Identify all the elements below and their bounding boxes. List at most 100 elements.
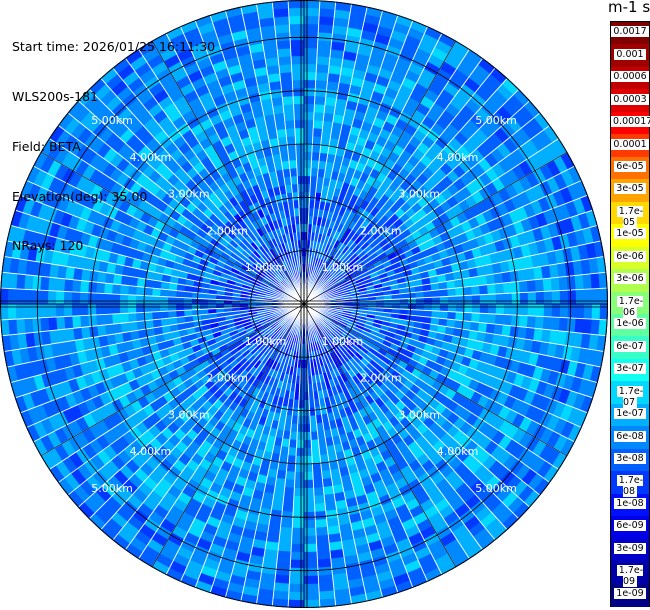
range-gate-cell xyxy=(558,317,569,333)
range-gate-cell xyxy=(554,344,566,360)
range-gate-cell xyxy=(452,327,463,338)
range-gate-cell xyxy=(495,304,505,315)
range-gate-cell xyxy=(289,23,305,33)
range-gate-cell xyxy=(468,330,479,342)
range-gate-cell xyxy=(323,346,330,356)
range-gate-cell xyxy=(394,503,410,517)
range-gate-cell xyxy=(463,304,473,314)
range-gate-cell xyxy=(279,71,293,82)
range-gate-cell xyxy=(354,363,364,373)
range-gate-cell xyxy=(111,313,122,325)
range-gate-cell xyxy=(319,330,327,340)
range-gate-cell xyxy=(484,440,499,456)
range-gate-cell xyxy=(260,564,277,575)
range-gate-cell xyxy=(253,481,266,493)
range-gate-cell xyxy=(347,377,357,388)
range-gate-cell xyxy=(345,325,355,333)
range-gate-cell xyxy=(501,381,514,396)
range-gate-cell xyxy=(481,342,493,355)
range-gate-cell xyxy=(422,316,432,325)
colorbar-tick-label: 0.00017 xyxy=(611,116,650,128)
range-ring-label: 2.00km xyxy=(360,372,402,385)
range-gate-cell xyxy=(485,496,503,513)
range-gate-cell xyxy=(368,371,378,382)
range-gate-cell xyxy=(266,435,276,446)
range-gate-cell xyxy=(439,304,449,312)
range-gate-cell xyxy=(143,303,153,313)
range-gate-cell xyxy=(316,341,322,351)
range-gate-cell xyxy=(343,341,352,350)
range-gate-cell xyxy=(326,325,335,333)
range-gate-cell xyxy=(372,355,382,365)
range-gate-cell xyxy=(344,351,353,361)
range-gate-cell xyxy=(400,354,412,365)
range-gate-cell xyxy=(393,351,405,361)
range-gate-cell xyxy=(298,391,304,401)
range-gate-cell xyxy=(260,499,273,510)
range-gate-cell xyxy=(477,534,496,551)
range-gate-cell xyxy=(273,582,290,593)
range-gate-cell xyxy=(329,352,337,362)
range-gate-cell xyxy=(308,391,315,401)
range-gate-cell xyxy=(316,422,325,432)
range-gate-cell xyxy=(270,501,284,512)
range-gate-cell xyxy=(272,493,284,504)
range-gate-cell xyxy=(356,551,373,563)
range-gate-cell xyxy=(575,304,585,320)
colorbar-tick-label: 1e-05 xyxy=(614,228,646,240)
range-gate-cell xyxy=(519,292,529,305)
range-gate-cell xyxy=(334,349,342,359)
range-gate-cell xyxy=(381,369,392,380)
range-gate-cell xyxy=(289,431,298,441)
range-gate-cell xyxy=(324,316,333,322)
range-gate-cell xyxy=(327,412,336,422)
range-gate-cell xyxy=(423,532,441,547)
range-gate-cell xyxy=(353,535,369,548)
range-gate-cell xyxy=(127,312,137,323)
range-gate-cell xyxy=(334,339,342,348)
range-gate-cell xyxy=(510,443,526,460)
range-gate-cell xyxy=(128,321,139,332)
range-gate-cell xyxy=(303,527,317,537)
range-gate-cell xyxy=(535,304,545,318)
range-gate-cell xyxy=(313,494,325,505)
range-gate-cell xyxy=(336,375,345,385)
colorbar-tick-label: 1e-06 xyxy=(614,318,646,330)
range-gate-cell xyxy=(285,127,296,137)
range-gate-cell xyxy=(332,317,341,323)
range-gate-cell xyxy=(332,359,341,369)
range-ring-label: 1.00km xyxy=(322,335,364,348)
range-gate-cell xyxy=(285,471,296,481)
range-gate-cell xyxy=(298,199,305,209)
range-gate-cell xyxy=(103,313,114,325)
range-gate-cell xyxy=(71,279,82,293)
range-gate-cell xyxy=(294,471,304,481)
range-gate-cell xyxy=(566,317,577,334)
range-gate-cell xyxy=(277,542,292,553)
range-gate-cell xyxy=(339,345,348,355)
range-gate-cell xyxy=(490,445,505,461)
colorbar-tick-label: 0.0001 xyxy=(611,138,649,150)
range-gate-cell xyxy=(526,279,537,293)
range-gate-cell xyxy=(477,435,493,451)
range-gate-cell xyxy=(479,304,489,315)
range-gate-cell xyxy=(329,321,338,328)
range-gate-cell xyxy=(503,395,517,410)
range-gate-cell xyxy=(235,551,251,563)
range-gate-cell xyxy=(346,349,356,358)
range-gate-cell xyxy=(303,503,315,513)
colorbar-tick-label: 6e-06 xyxy=(614,250,646,262)
range-gate-cell xyxy=(535,353,547,369)
range-gate-cell xyxy=(322,477,333,488)
range-gate-cell xyxy=(525,327,536,341)
range-gate-cell xyxy=(348,512,363,524)
range-gate-cell xyxy=(391,496,406,510)
range-gate-cell xyxy=(366,362,376,373)
range-gate-cell xyxy=(398,314,408,321)
range-gate-cell xyxy=(461,320,472,331)
range-gate-cell xyxy=(315,324,322,333)
range-gate-cell xyxy=(325,313,334,319)
range-gate-cell xyxy=(263,483,276,495)
range-gate-cell xyxy=(274,574,290,585)
